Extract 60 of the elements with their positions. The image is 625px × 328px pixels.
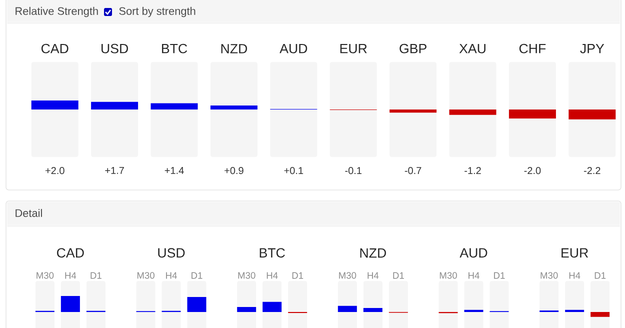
text: D1 <box>292 272 304 279</box>
data-label: +0.9 <box>224 167 244 174</box>
text: D1 <box>393 272 404 279</box>
text: D1 <box>594 272 606 279</box>
x-tick-label: BTC <box>162 44 188 54</box>
text: M30 <box>36 272 54 279</box>
bar <box>262 302 282 312</box>
bar <box>150 103 198 110</box>
x-tick-label: CHF <box>519 44 546 54</box>
data-label: +0.1 <box>284 167 304 174</box>
text: D1 <box>90 272 102 279</box>
bar <box>449 109 496 115</box>
x-tick-label: NZD <box>221 44 248 54</box>
data-label: -2.2 <box>584 167 600 174</box>
x-tick-label: JPY <box>580 44 604 54</box>
chart-title: Relative Strength <box>16 6 98 18</box>
x-tick-label: AUD <box>460 248 488 258</box>
data-label: -2.0 <box>524 167 541 174</box>
text: H4 <box>569 272 580 279</box>
bar <box>91 102 138 110</box>
data-label: +2.0 <box>45 167 64 174</box>
x-tick-label: AUD <box>280 44 308 54</box>
data-label: +1.4 <box>164 167 184 174</box>
x-tick-label: USD <box>158 248 185 258</box>
text: H4 <box>468 272 480 279</box>
chart-title: Detail <box>16 208 42 217</box>
data-label: -1.2 <box>464 167 481 174</box>
x-tick-label: GBP <box>400 44 426 54</box>
x-tick-label: CAD <box>57 248 84 258</box>
x-tick-label: EUR <box>340 44 367 54</box>
x-tick-label: USD <box>102 44 128 54</box>
x-tick-label: BTC <box>260 248 285 258</box>
text: H4 <box>266 272 278 279</box>
bar <box>363 308 382 312</box>
x-tick-label: XAU <box>459 44 486 54</box>
text: Sort by strength <box>119 6 196 18</box>
data-label: +1.7 <box>105 167 124 174</box>
bar <box>390 109 437 113</box>
text: H4 <box>166 272 177 279</box>
text: D1 <box>494 272 505 279</box>
bar <box>508 109 556 118</box>
x-tick-label: NZD <box>360 248 386 258</box>
series-label: H4 <box>65 272 76 279</box>
bar <box>590 312 610 317</box>
text: H4 <box>368 272 379 279</box>
text: M30 <box>440 272 457 279</box>
text: M30 <box>540 272 558 279</box>
bar <box>210 105 258 110</box>
x-tick-label: EUR <box>562 248 588 258</box>
text: M30 <box>339 272 356 279</box>
series-label: D1 <box>192 272 202 279</box>
bar <box>237 307 256 312</box>
text: M30 <box>238 272 256 279</box>
text: M30 <box>137 272 154 279</box>
x-tick-label: CAD <box>41 44 68 54</box>
bar <box>338 306 357 312</box>
data-label: -0.1 <box>345 167 362 174</box>
bar <box>31 100 78 110</box>
data-label: -0.7 <box>404 167 422 174</box>
bar <box>568 109 616 120</box>
